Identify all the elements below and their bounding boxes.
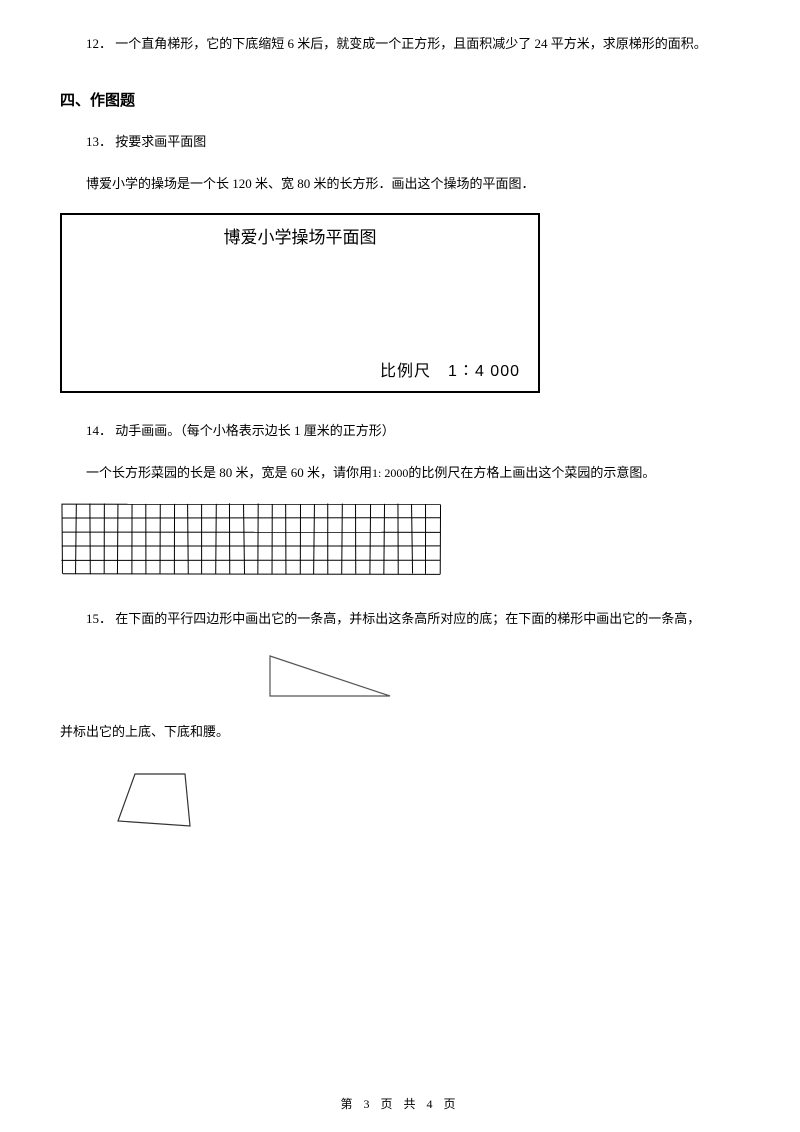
- trapezoid-shape: [118, 774, 190, 826]
- q13-label: 按要求画平面图: [115, 134, 206, 149]
- question-15-text2: 并标出它的上底、下底和腰。: [60, 718, 740, 747]
- grid-svg: [60, 502, 442, 576]
- section-4-title: 四、作图题: [60, 89, 740, 110]
- q14-label: 动手画画。（每个小格表示边长 1 厘米的正方形）: [115, 423, 395, 438]
- q14-ratio: 1: 2000: [372, 466, 408, 480]
- q15-number: 15．: [86, 611, 112, 626]
- playground-plan-box: 博爱小学操场平面图 比例尺 1∶4 000: [60, 213, 540, 393]
- q14-desc-pre: 一个长方形菜园的长是 80 米，宽是 60 米，请你用: [86, 465, 372, 480]
- triangle-figure: [260, 648, 740, 708]
- question-14-label: 14． 动手画画。（每个小格表示边长 1 厘米的正方形）: [60, 417, 740, 446]
- page-footer: 第 3 页 共 4 页: [0, 1095, 800, 1112]
- trapezoid-figure: [110, 766, 740, 841]
- question-12: 12． 一个直角梯形，它的下底缩短 6 米后，就变成一个正方形，且面积减少了 2…: [60, 30, 740, 59]
- grid-drawing-area: [60, 502, 740, 581]
- q15-text: 在下面的平行四边形中画出它的一条高，并标出这条高所对应的底；在下面的梯形中画出它…: [115, 611, 700, 626]
- q14-number: 14．: [86, 423, 112, 438]
- q12-number: 12．: [86, 36, 112, 51]
- triangle-shape: [270, 656, 390, 696]
- q13-number: 13．: [86, 134, 112, 149]
- question-13-label: 13． 按要求画平面图: [60, 128, 740, 157]
- q14-desc-post: 的比例尺在方格上画出这个菜园的示意图。: [408, 465, 655, 480]
- question-15: 15． 在下面的平行四边形中画出它的一条高，并标出这条高所对应的底；在下面的梯形…: [60, 605, 740, 634]
- question-13-description: 博爱小学的操场是一个长 120 米、宽 80 米的长方形．画出这个操场的平面图．: [60, 170, 740, 199]
- triangle-svg: [260, 648, 400, 703]
- playground-title: 博爱小学操场平面图: [62, 215, 538, 248]
- scale-label: 比例尺 1∶4 000: [380, 357, 520, 381]
- trapezoid-svg: [110, 766, 200, 836]
- question-14-description: 一个长方形菜园的长是 80 米，宽是 60 米，请你用1: 2000的比例尺在方…: [60, 459, 740, 488]
- q12-text: 一个直角梯形，它的下底缩短 6 米后，就变成一个正方形，且面积减少了 24 平方…: [115, 36, 707, 51]
